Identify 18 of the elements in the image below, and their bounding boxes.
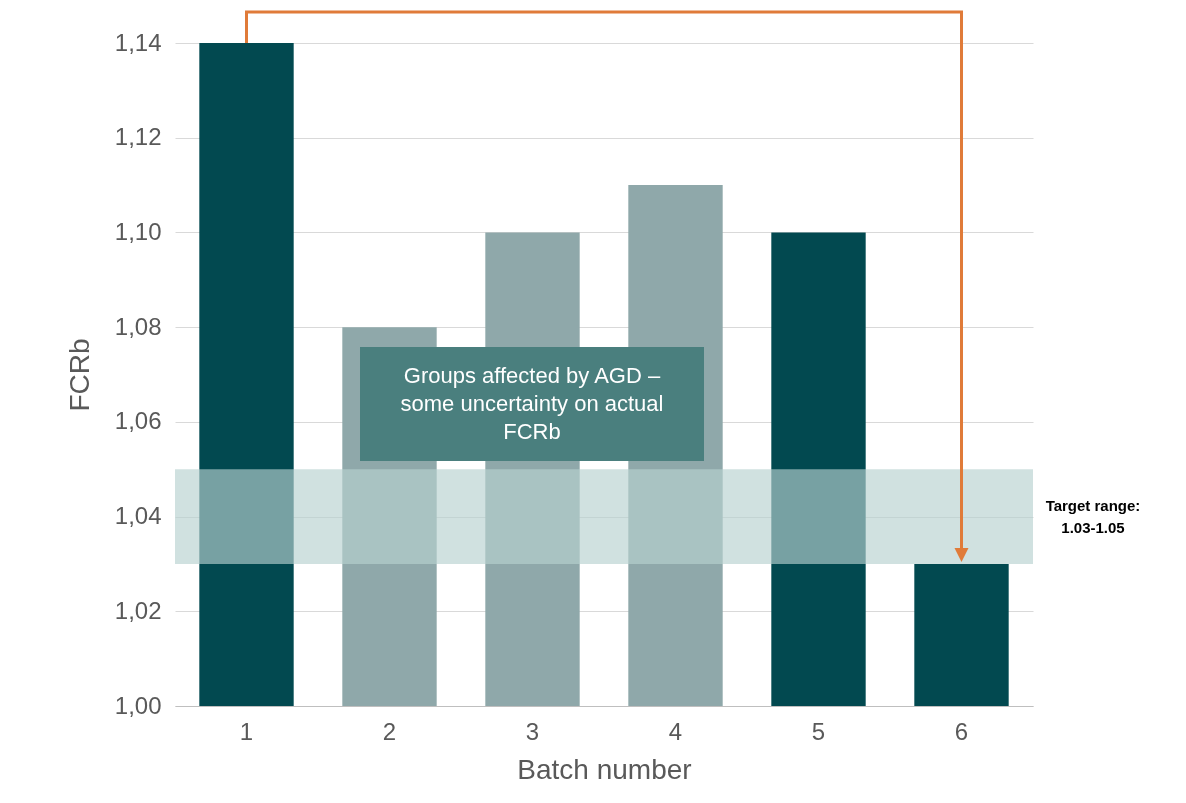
- x-tick-label: 2: [382, 717, 397, 745]
- y-tick-label: 1,14: [114, 28, 162, 56]
- x-tick-label: 5: [811, 717, 826, 745]
- y-tick-label: 1,12: [114, 123, 162, 151]
- band-label: Target range: 1.03-1.05: [1044, 495, 1142, 538]
- y-tick-label: 1,06: [114, 407, 162, 435]
- y-tick-label: 1,08: [114, 312, 162, 340]
- x-axis-title: Batch number: [517, 753, 692, 785]
- x-tick-label: 4: [668, 717, 683, 745]
- x-tick-label: 1: [239, 717, 254, 745]
- y-tick-label: 1,00: [114, 691, 162, 719]
- x-tick-label: 3: [525, 717, 540, 745]
- callout-box: Groups affected by AGD – some uncertainty on actual FCRb: [360, 347, 704, 461]
- x-tick-label: 6: [954, 717, 969, 745]
- y-tick-label: 1,10: [114, 217, 162, 245]
- y-tick-label: 1,02: [114, 596, 162, 624]
- y-axis-title: FCRb: [63, 338, 95, 412]
- y-tick-label: 1,04: [114, 502, 162, 530]
